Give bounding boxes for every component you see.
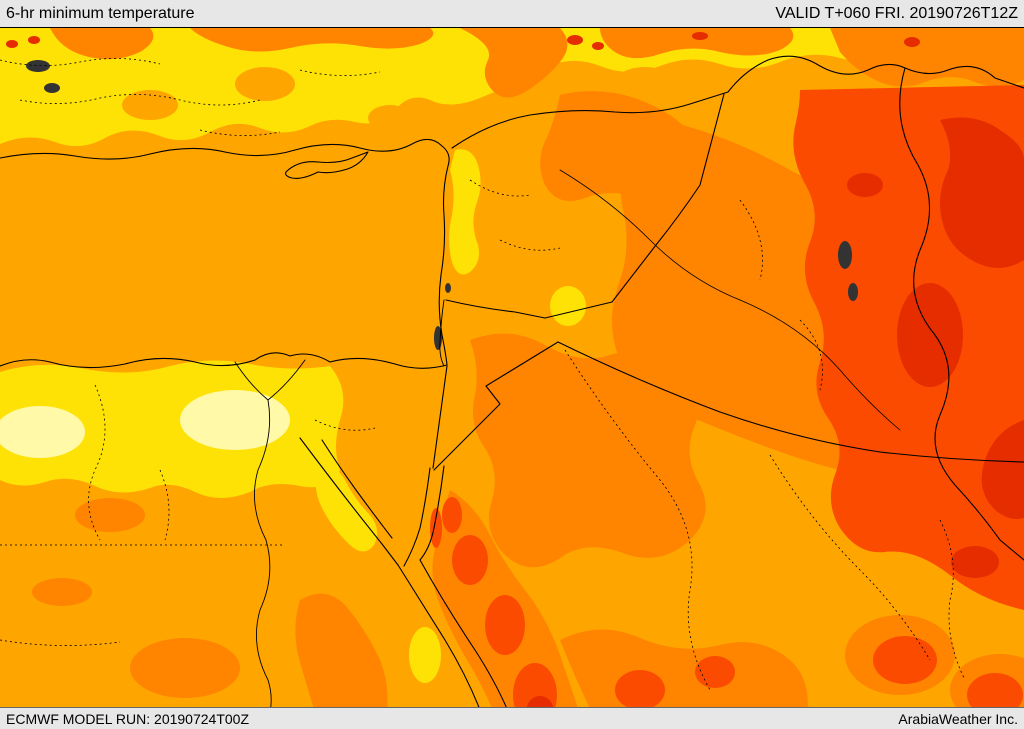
- valid-time-label: VALID T+060 FRI. 20190726T12Z: [775, 4, 1018, 22]
- contour-top-speck: [692, 32, 708, 40]
- contour-top-speck: [904, 37, 920, 47]
- euphrates-river: [559, 169, 901, 431]
- contour-syria-coast: [449, 149, 481, 275]
- dotted-egypt: [0, 384, 376, 646]
- border-iraq-saudi: [557, 341, 1024, 463]
- contour-egypt-patch: [130, 638, 240, 698]
- gulf-of-aqaba: [403, 465, 445, 567]
- border-syria-iraq: [611, 93, 725, 303]
- dotted-turkey: [0, 58, 381, 136]
- contour-top-strip: [830, 28, 1024, 87]
- contour-egypt-east: [295, 593, 388, 707]
- contour-top-speck: [6, 40, 18, 48]
- contour-top-strip: [50, 28, 154, 60]
- lakes: [26, 60, 858, 350]
- contour-top-strip: [600, 28, 794, 59]
- border-jordan-iraq: [544, 301, 613, 319]
- contour-spot: [847, 173, 883, 197]
- red-sea-coasts: [397, 559, 507, 707]
- contour-sinai: [315, 467, 378, 552]
- border-jordan-saudi: [433, 341, 559, 471]
- contour-hole: [368, 105, 412, 131]
- contour-top-speck: [567, 35, 583, 45]
- contour-bottom-spot: [615, 670, 665, 707]
- contour-core: [0, 406, 85, 458]
- contour-hejaz-spot: [485, 595, 525, 655]
- contour-top-speck: [28, 36, 40, 44]
- border-turkey-south: [451, 55, 1024, 149]
- nile-river: [234, 359, 306, 707]
- dotted-iraq: [739, 199, 823, 391]
- contour-top-strip: [190, 28, 434, 52]
- contour-hole: [235, 67, 295, 101]
- contour-top-speck: [592, 42, 604, 50]
- header-bar: 6-hr minimum temperature VALID T+060 FRI…: [0, 0, 1024, 28]
- lake-turkey: [44, 83, 60, 93]
- contour-bottom-right-spot: [967, 673, 1023, 707]
- border-syria-jordan: [445, 299, 546, 319]
- coastline-mediterranean: [0, 138, 450, 369]
- contour-egypt-patch: [75, 498, 145, 532]
- contour-hejaz-spot: [513, 663, 557, 707]
- border-egypt-israel: [432, 365, 448, 469]
- contour-bottom-spot: [695, 656, 735, 688]
- contour-hole: [619, 67, 671, 89]
- contour-far-east-core: [981, 420, 1024, 519]
- model-run-label: ECMWF MODEL RUN: 20190724T00Z: [6, 710, 249, 727]
- map-borders: [0, 55, 1024, 707]
- contour-east-jordan: [470, 333, 706, 568]
- contour-aqaba-sliver: [430, 508, 442, 548]
- contour-spot: [409, 627, 441, 683]
- sea-of-galilee: [445, 283, 451, 293]
- contour-spot: [550, 286, 586, 326]
- contour-top-strip: [460, 28, 568, 98]
- contour-hejaz-spot: [452, 535, 488, 585]
- page-title: 6-hr minimum temperature: [6, 4, 195, 22]
- jordan-valley-line: [439, 299, 445, 367]
- lake-iraq: [848, 283, 858, 301]
- contour-hejaz-spot: [442, 497, 462, 533]
- gulf-of-suez: [299, 437, 399, 566]
- footer-bar: ECMWF MODEL RUN: 20190724T00Z ArabiaWeat…: [0, 707, 1024, 729]
- contour-egypt-patch: [32, 578, 92, 606]
- contour-north-band: [0, 28, 1024, 147]
- attribution-label: ArabiaWeather Inc.: [898, 710, 1018, 727]
- pale-yellow-contours: [0, 390, 290, 458]
- cyprus-island: [285, 151, 369, 179]
- weather-map: [0, 28, 1024, 707]
- deep-red-contours: [6, 32, 1024, 707]
- contour-bottom-right-spot: [873, 636, 937, 684]
- dotted-syria: [469, 179, 561, 251]
- dotted-saudi: [564, 349, 966, 691]
- contour-spot: [951, 546, 999, 578]
- border-iraq-iran: [899, 67, 1024, 561]
- contour-hole: [122, 90, 178, 120]
- lake-turkey: [26, 60, 50, 72]
- admin-boundaries-dotted: [0, 58, 966, 691]
- contour-far-east-core: [940, 117, 1024, 269]
- lake-iraq: [838, 241, 852, 269]
- orange-patches: [122, 67, 671, 131]
- contour-core: [180, 390, 290, 450]
- contour-far-east-core: [897, 283, 963, 387]
- contour-spot: [526, 696, 554, 707]
